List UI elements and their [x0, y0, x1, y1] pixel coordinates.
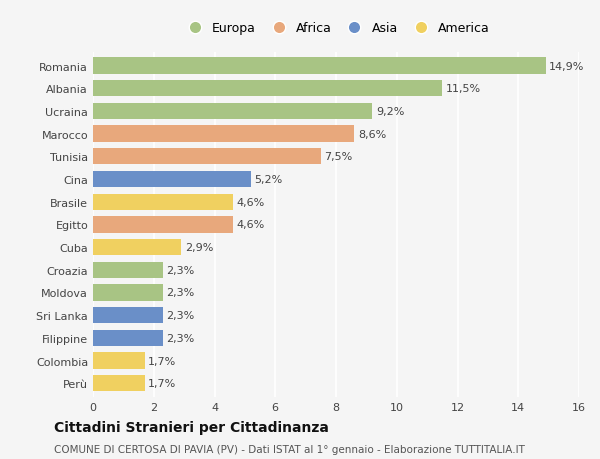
Bar	[93, 126, 354, 142]
Text: 2,3%: 2,3%	[167, 265, 195, 275]
Bar	[93, 172, 251, 188]
Text: Cittadini Stranieri per Cittadinanza: Cittadini Stranieri per Cittadinanza	[54, 420, 329, 434]
Bar	[93, 262, 163, 278]
Text: 9,2%: 9,2%	[376, 106, 404, 117]
Bar	[93, 81, 442, 97]
Legend: Europa, Africa, Asia, America: Europa, Africa, Asia, America	[179, 19, 493, 37]
Bar	[93, 194, 233, 210]
Text: 2,3%: 2,3%	[167, 288, 195, 298]
Text: 5,2%: 5,2%	[254, 174, 283, 185]
Text: 11,5%: 11,5%	[446, 84, 481, 94]
Bar	[93, 58, 545, 74]
Text: 4,6%: 4,6%	[236, 220, 265, 230]
Bar	[93, 375, 145, 392]
Bar	[93, 217, 233, 233]
Bar	[93, 240, 181, 256]
Bar	[93, 330, 163, 346]
Bar	[93, 149, 321, 165]
Text: 7,5%: 7,5%	[325, 152, 353, 162]
Text: 1,7%: 1,7%	[148, 379, 176, 388]
Text: 2,9%: 2,9%	[185, 242, 213, 252]
Bar	[93, 104, 373, 120]
Bar	[93, 285, 163, 301]
Text: 2,3%: 2,3%	[167, 310, 195, 320]
Text: COMUNE DI CERTOSA DI PAVIA (PV) - Dati ISTAT al 1° gennaio - Elaborazione TUTTIT: COMUNE DI CERTOSA DI PAVIA (PV) - Dati I…	[54, 444, 525, 454]
Bar	[93, 308, 163, 324]
Text: 8,6%: 8,6%	[358, 129, 386, 140]
Bar	[93, 353, 145, 369]
Text: 4,6%: 4,6%	[236, 197, 265, 207]
Text: 1,7%: 1,7%	[148, 356, 176, 366]
Text: 2,3%: 2,3%	[167, 333, 195, 343]
Text: 14,9%: 14,9%	[549, 62, 584, 71]
